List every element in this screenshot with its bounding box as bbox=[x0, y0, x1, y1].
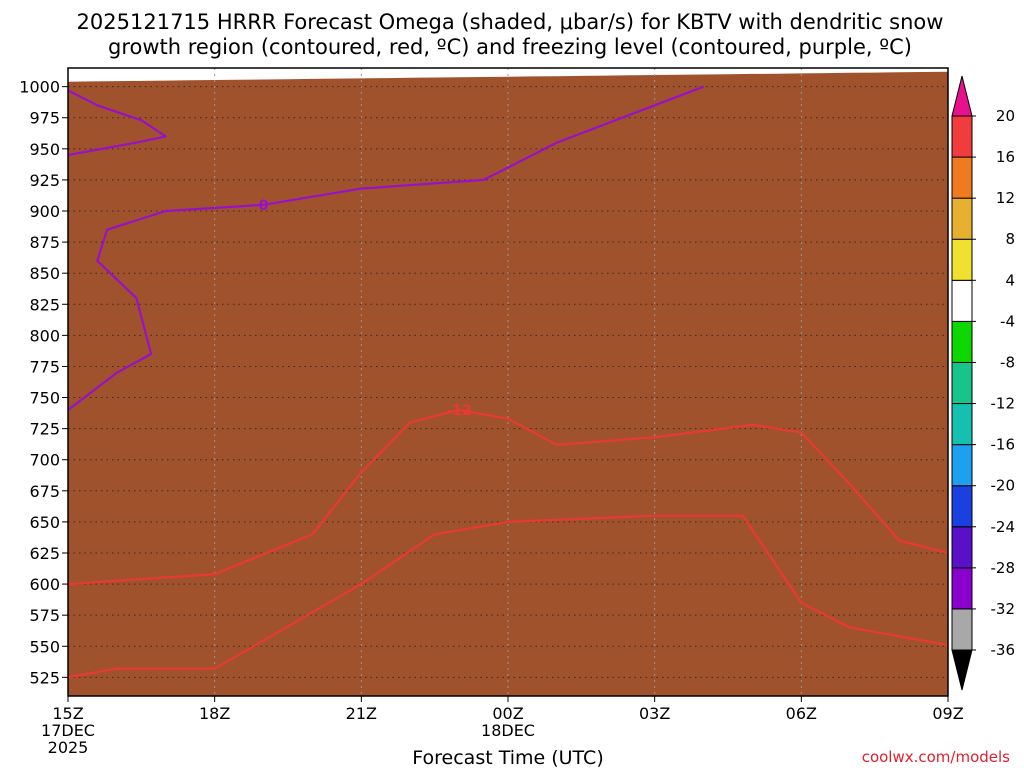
contour-line bbox=[68, 408, 948, 586]
colorbar-label: -28 bbox=[991, 559, 1016, 577]
y-tick-label: 600 bbox=[29, 575, 60, 594]
colorbar-segment bbox=[951, 567, 973, 610]
colorbar-label: -8 bbox=[1000, 353, 1015, 371]
x-tick-label: 03Z bbox=[639, 704, 670, 723]
colorbar-segment bbox=[951, 403, 973, 446]
x-axis-label: Forecast Time (UTC) bbox=[412, 747, 603, 768]
colorbar-label: -4 bbox=[1000, 312, 1015, 330]
colorbar-label: -16 bbox=[991, 436, 1016, 454]
colorbar-segment bbox=[951, 608, 973, 651]
colorbar-label: -36 bbox=[991, 641, 1016, 659]
colorbar-segment bbox=[951, 238, 973, 281]
contour-line bbox=[68, 89, 167, 157]
chart-title-line2: growth region (contoured, red, ºC) and f… bbox=[108, 35, 912, 59]
y-tick-label: 900 bbox=[29, 202, 60, 221]
colorbar-segment bbox=[951, 197, 973, 240]
x-tick-sublabel: 18DEC bbox=[481, 721, 535, 740]
y-tick-label: 625 bbox=[29, 544, 60, 563]
colorbar-label: -12 bbox=[991, 395, 1016, 413]
contours: -12 0 bbox=[68, 85, 948, 679]
colorbar-segment bbox=[951, 361, 973, 405]
x-tick-sublabel: 17DEC bbox=[41, 721, 95, 740]
colorbar-segment bbox=[951, 156, 973, 199]
colorbar-label: 12 bbox=[996, 189, 1015, 207]
colorbar-segment bbox=[951, 320, 973, 363]
grid bbox=[67, 68, 949, 696]
y-tick-label: 675 bbox=[29, 482, 60, 501]
y-tick-label: 750 bbox=[29, 389, 60, 408]
y-tick-label: 575 bbox=[29, 606, 60, 625]
y-tick-label: 950 bbox=[29, 140, 60, 159]
contour-line bbox=[68, 85, 704, 411]
y-tick-label: 550 bbox=[29, 637, 60, 656]
colorbar: -36 -32 -28 -24 -20 -16 -12 -8 -4 4 8 12 16 20 bbox=[951, 75, 1016, 691]
terrain-band bbox=[68, 71, 948, 696]
y-tick-label: 725 bbox=[29, 420, 60, 439]
x-tick-label: 09Z bbox=[932, 704, 963, 723]
colorbar-segment bbox=[951, 444, 973, 487]
colorbar-max-triangle bbox=[951, 75, 973, 117]
colorbar-segment bbox=[951, 485, 973, 528]
plot-area bbox=[68, 68, 948, 696]
x-tick-label: 00Z bbox=[492, 704, 523, 723]
chart-title-line1: 2025121715 HRRR Forecast Omega (shaded, … bbox=[77, 10, 944, 34]
x-tick-label: 21Z bbox=[346, 704, 377, 723]
y-tick-label: 700 bbox=[29, 451, 60, 470]
y-tick-label: 850 bbox=[29, 264, 60, 283]
y-tick-label: 875 bbox=[29, 233, 60, 252]
y-tick-label: 975 bbox=[29, 109, 60, 128]
y-tick-label: 925 bbox=[29, 171, 60, 190]
colorbar-label: 8 bbox=[1005, 230, 1015, 248]
colorbar-label: 16 bbox=[996, 148, 1015, 166]
y-tick-label: 825 bbox=[29, 295, 60, 314]
colorbar-label: -20 bbox=[991, 477, 1016, 495]
x-tick-sublabel: 2025 bbox=[48, 738, 89, 757]
colorbar-label: -32 bbox=[991, 600, 1016, 618]
x-tick-label: 06Z bbox=[786, 704, 817, 723]
colorbar-segment bbox=[951, 526, 973, 569]
colorbar-min-triangle bbox=[951, 649, 973, 691]
credit-text: coolwx.com/models bbox=[862, 748, 1010, 766]
x-tick-label: 18Z bbox=[199, 704, 230, 723]
y-tick-label: 525 bbox=[29, 668, 60, 687]
colorbar-segment bbox=[951, 115, 973, 158]
contour-line bbox=[68, 514, 948, 679]
colorbar-label: 20 bbox=[996, 107, 1015, 125]
y-axis: 525 550 575 600 625 650 675 700 725 750 775 800 825 8… bbox=[19, 78, 68, 687]
y-tick-label: 650 bbox=[29, 513, 60, 532]
colorbar-segment bbox=[951, 279, 973, 322]
contour-label: -12 bbox=[446, 403, 471, 419]
y-tick-label: 775 bbox=[29, 357, 60, 376]
colorbar-label: -24 bbox=[991, 518, 1016, 536]
y-tick-label: 1000 bbox=[19, 78, 60, 97]
x-tick-label: 15Z bbox=[52, 704, 83, 723]
colorbar-label: 4 bbox=[1005, 271, 1015, 289]
y-tick-label: 800 bbox=[29, 326, 60, 345]
contour-label: 0 bbox=[259, 198, 269, 214]
